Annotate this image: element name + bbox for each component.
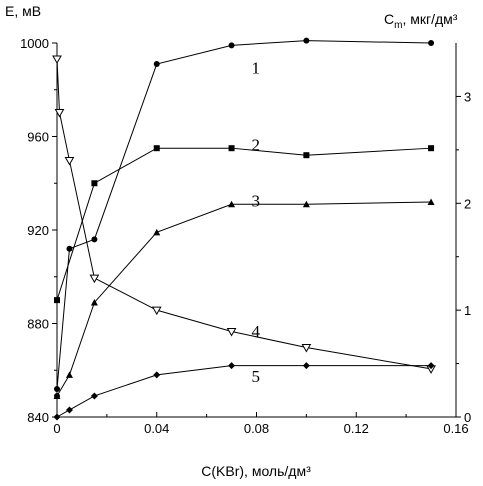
y-right-tick-label: 1: [464, 303, 471, 318]
data-point: [427, 362, 435, 370]
data-point: [153, 145, 160, 152]
x-tick-label: 0: [53, 421, 60, 436]
curve-label-5: 5: [252, 367, 261, 386]
y-left-tick-label: 880: [27, 317, 49, 332]
series-line: [56, 365, 432, 418]
y-axis-right-title-rest: , мкг/дм³: [402, 11, 457, 27]
y-right-tick-label: 0: [464, 410, 471, 425]
data-point: [66, 245, 73, 252]
series-4: [52, 55, 436, 374]
y-left-tick-label: 1000: [20, 36, 49, 51]
series-1: [54, 37, 435, 392]
data-point: [153, 61, 160, 68]
y-axis-right-title-sub: m: [394, 20, 402, 31]
series-line: [56, 40, 432, 389]
x-tick-label: 0.08: [244, 421, 269, 436]
data-point: [54, 108, 65, 118]
data-point: [54, 385, 60, 392]
curve-label-1: 1: [252, 58, 261, 77]
y-axis-right-title: Cm, мкг/дм³: [384, 11, 458, 31]
x-tick-label: 0.12: [344, 421, 369, 436]
data-point: [228, 200, 236, 208]
series-line: [56, 147, 432, 301]
x-tick-label: 0.16: [443, 421, 468, 436]
y-axis-right-title-base: C: [384, 11, 394, 27]
y-right-tick-label: 3: [464, 89, 471, 104]
data-point: [228, 145, 235, 152]
data-point: [53, 413, 61, 421]
data-point: [151, 306, 162, 316]
data-point: [303, 152, 310, 159]
data-point: [153, 371, 161, 379]
data-point: [153, 228, 161, 236]
data-point: [226, 328, 237, 337]
data-point: [89, 274, 100, 284]
x-tick-label: 0.04: [144, 421, 169, 436]
series-line: [56, 59, 432, 370]
data-point: [302, 200, 310, 208]
curve-label-4: 4: [252, 322, 261, 341]
y-left-tick-label: 920: [27, 223, 49, 238]
curve-label-3: 3: [252, 192, 261, 211]
curve-label-2: 2: [252, 136, 261, 155]
data-point: [54, 392, 60, 399]
data-point: [428, 145, 435, 152]
series-3: [53, 198, 435, 399]
y-left-tick-label: 840: [27, 410, 49, 425]
data-point: [64, 157, 75, 166]
data-point: [65, 371, 73, 378]
y-right-tick-label: 2: [464, 196, 471, 211]
series-group: [52, 37, 436, 421]
data-point: [427, 198, 435, 205]
data-point: [301, 344, 312, 353]
data-point: [65, 406, 73, 414]
data-point: [302, 362, 310, 370]
data-point: [428, 40, 435, 46]
y-left-tick-label: 960: [27, 130, 49, 145]
data-point: [303, 37, 310, 44]
axes: 0 0.04 0.08 0.12 0.16 840 880 920 960 1000 0 1 2 3: [20, 36, 471, 436]
data-point: [228, 362, 236, 370]
data-point: [91, 236, 98, 243]
series-line: [56, 201, 432, 397]
data-point: [52, 55, 62, 65]
data-point: [90, 298, 98, 306]
y-axis-left-title: E, мВ: [5, 3, 41, 19]
data-point: [91, 180, 98, 187]
labels-group: 1 2 3 4 5: [252, 58, 261, 386]
series-5: [53, 362, 435, 421]
x-axis-title: C(KBr), моль/дм³: [201, 463, 311, 479]
data-point: [228, 42, 235, 49]
data-point: [54, 297, 60, 304]
data-point: [90, 392, 98, 400]
series-2: [54, 145, 435, 304]
